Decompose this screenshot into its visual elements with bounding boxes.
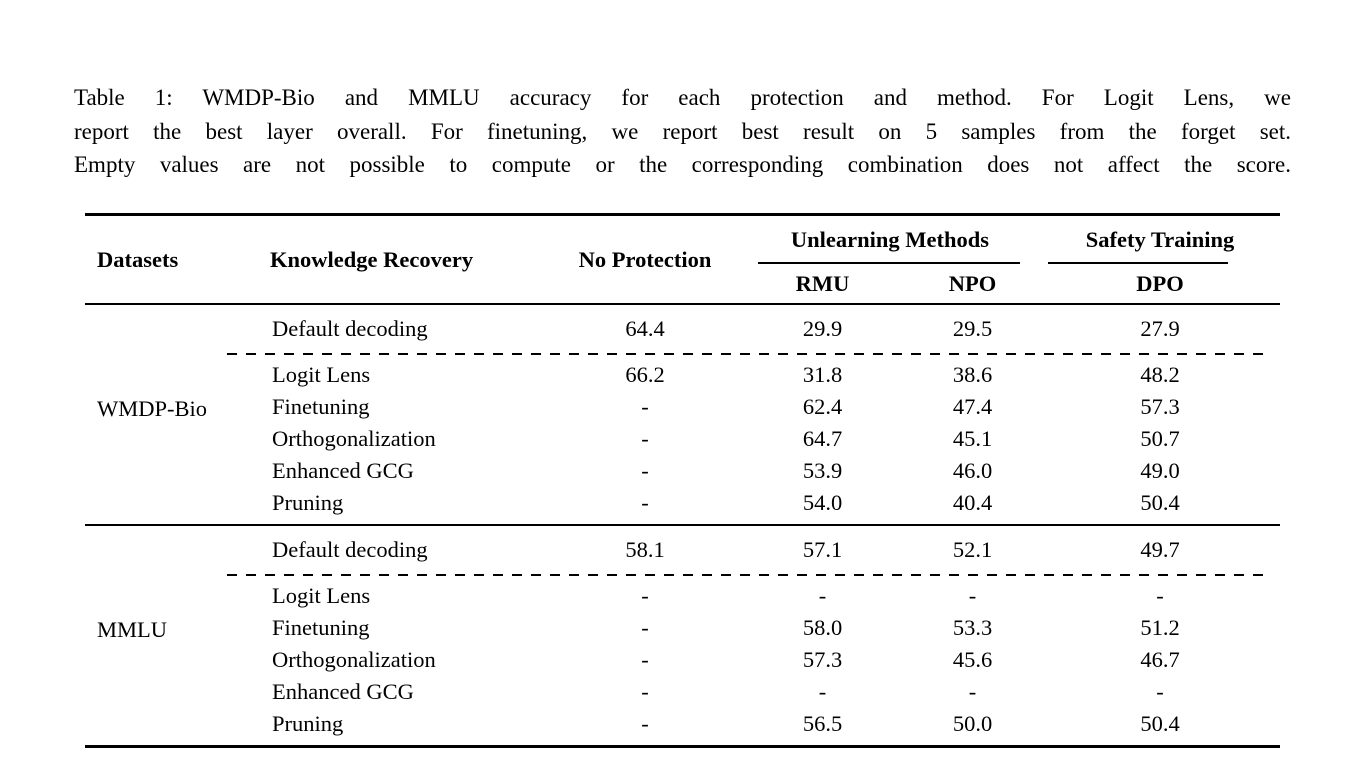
table-row: Pruning - 56.5 50.0 50.4: [85, 708, 1280, 740]
value-cell: 50.0: [952, 711, 993, 736]
column-header-knowledge-recovery: Knowledge Recovery: [270, 246, 474, 272]
column-header-datasets: Datasets: [97, 246, 179, 272]
table-row: Logit Lens - - - -: [85, 580, 1280, 612]
value-cell: 31.8: [802, 362, 843, 387]
value-cell: -: [641, 679, 649, 704]
value-cell: 52.1: [952, 537, 993, 562]
results-table: Datasets Knowledge Recovery No Protectio…: [85, 213, 1280, 748]
table-row: Finetuning - 58.0 53.3 51.2: [85, 612, 1280, 644]
table-row: Default decoding 64.4 29.9 29.5 27.9: [85, 305, 1280, 353]
method-cell: Orthogonalization: [272, 647, 436, 672]
group-header-unlearning-label: Unlearning Methods: [790, 227, 990, 252]
value-cell: 47.4: [952, 394, 993, 419]
value-cell: 29.9: [802, 316, 843, 341]
value-cell: 46.7: [1140, 647, 1180, 672]
value-cell: -: [641, 426, 649, 451]
value-cell: -: [818, 679, 827, 704]
value-cell: 27.9: [1140, 316, 1180, 341]
value-cell: 54.0: [802, 490, 843, 515]
column-header-npo: NPO: [948, 270, 997, 296]
method-cell: Enhanced GCG: [272, 458, 414, 483]
value-cell: 51.2: [1140, 615, 1180, 640]
value-cell: 57.3: [802, 647, 843, 672]
value-cell: 50.4: [1140, 711, 1180, 736]
dashed-divider: [227, 574, 1263, 576]
method-cell: Finetuning: [272, 394, 370, 419]
table-caption: Table 1: WMDP-Bio and MMLU accuracy for …: [74, 81, 1291, 182]
group-header-safety-training: Safety Training: [1040, 216, 1280, 264]
value-cell: -: [641, 647, 649, 672]
group-header-unlearning-methods: Unlearning Methods: [740, 216, 1040, 264]
value-cell: -: [641, 394, 649, 419]
value-cell: 56.5: [802, 711, 843, 736]
value-cell: 40.4: [952, 490, 993, 515]
value-cell: 58.1: [625, 537, 665, 562]
value-cell: 57.3: [1140, 394, 1180, 419]
value-cell: -: [641, 711, 649, 736]
column-header-rmu: RMU: [795, 270, 850, 296]
method-cell: Logit Lens: [272, 583, 371, 608]
table-body: WMDP-Bio Default decoding 64.4 29.9 29.5 27.9…: [85, 305, 1280, 745]
unlearning-underline-rule: [758, 262, 1020, 264]
caption-line-3: Empty values are not possible to compute…: [74, 152, 1291, 177]
dataset-label: WMDP-Bio: [97, 396, 208, 421]
value-cell: -: [641, 583, 649, 608]
value-cell: 49.7: [1140, 537, 1180, 562]
value-cell: 66.2: [625, 362, 665, 387]
dashed-divider: [227, 353, 1263, 355]
value-cell: -: [968, 583, 977, 608]
value-cell: 64.4: [625, 316, 665, 341]
value-cell: -: [1156, 679, 1164, 704]
table-row: Orthogonalization - 57.3 45.6 46.7: [85, 644, 1280, 676]
table-row: Default decoding 58.1 57.1 52.1 49.7: [85, 526, 1280, 574]
table-row: Pruning - 54.0 40.4 50.4: [85, 487, 1280, 519]
method-cell: Default decoding: [272, 316, 428, 341]
table-row: Enhanced GCG - 53.9 46.0 49.0: [85, 455, 1280, 487]
value-cell: 58.0: [802, 615, 843, 640]
method-cell: Pruning: [272, 711, 344, 736]
value-cell: 46.0: [952, 458, 993, 483]
value-cell: 53.3: [952, 615, 993, 640]
group-header-safety-label: Safety Training: [1085, 227, 1235, 252]
value-cell: 64.7: [802, 426, 843, 451]
value-cell: 45.1: [952, 426, 993, 451]
caption-line-2: report the best layer overall. For finet…: [74, 118, 1291, 144]
value-cell: 38.6: [952, 362, 993, 387]
value-cell: -: [968, 679, 977, 704]
table-row: Enhanced GCG - - - -: [85, 676, 1280, 708]
table-block: MMLU Default decoding 58.1 57.1 52.1 49.7 Logi…: [85, 524, 1280, 745]
safety-underline-rule: [1048, 262, 1228, 264]
value-cell: 53.9: [802, 458, 843, 483]
method-cell: Orthogonalization: [272, 426, 436, 451]
value-cell: 57.1: [802, 537, 843, 562]
table-header: Datasets Knowledge Recovery No Protectio…: [85, 216, 1280, 305]
method-cell: Enhanced GCG: [272, 679, 414, 704]
dataset-label: MMLU: [97, 617, 168, 642]
value-cell: 45.6: [952, 647, 993, 672]
column-header-dpo: DPO: [1136, 270, 1184, 296]
caption-line-1: Table 1: WMDP-Bio and MMLU accuracy for …: [74, 85, 1291, 110]
value-cell: 62.4: [802, 394, 843, 419]
value-cell: -: [641, 458, 649, 483]
column-header-no-protection: No Protection: [578, 246, 712, 272]
table-row: Finetuning - 62.4 47.4 57.3: [85, 391, 1280, 423]
value-cell: 29.5: [952, 316, 993, 341]
value-cell: 50.7: [1140, 426, 1180, 451]
value-cell: -: [1156, 583, 1164, 608]
method-cell: Logit Lens: [272, 362, 371, 387]
table-block: WMDP-Bio Default decoding 64.4 29.9 29.5 27.9…: [85, 305, 1280, 524]
table-row: Orthogonalization - 64.7 45.1 50.7: [85, 423, 1280, 455]
method-cell: Finetuning: [272, 615, 370, 640]
method-cell: Default decoding: [272, 537, 428, 562]
value-cell: -: [641, 615, 649, 640]
value-cell: 50.4: [1140, 490, 1180, 515]
value-cell: 48.2: [1140, 362, 1180, 387]
value-cell: 49.0: [1140, 458, 1180, 483]
method-cell: Pruning: [272, 490, 344, 515]
table-row: Logit Lens 66.2 31.8 38.6 48.2: [85, 359, 1280, 391]
value-cell: -: [641, 490, 649, 515]
value-cell: -: [818, 583, 827, 608]
